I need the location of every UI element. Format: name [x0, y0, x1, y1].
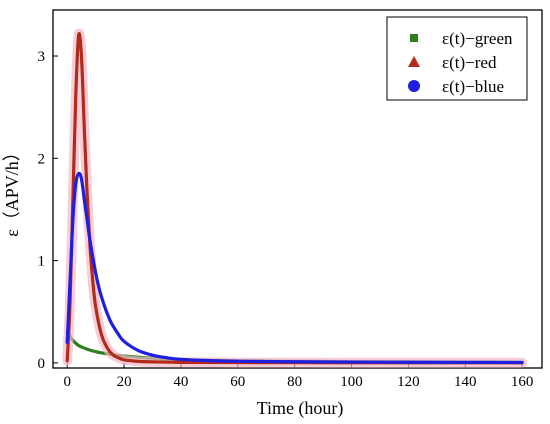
series-line-blue	[65, 171, 524, 365]
x-tick-label: 120	[397, 374, 420, 390]
y-axis-title: ε（APV/h）	[2, 143, 22, 237]
legend-marker-triangle	[408, 56, 420, 67]
y-tick-label: 2	[38, 151, 46, 167]
legend-label: ε(t)−green	[442, 29, 513, 48]
x-tick-label: 20	[117, 374, 132, 390]
legend-label: ε(t)−blue	[442, 77, 504, 96]
legend-marker-circle	[408, 80, 420, 92]
x-tick-label: 80	[287, 374, 302, 390]
y-tick-label: 1	[38, 254, 46, 270]
y-tick-label: 0	[38, 356, 46, 372]
legend-items: ε(t)−green ε(t)−red ε(t)−blue	[408, 29, 513, 96]
legend-marker-square	[410, 34, 418, 42]
x-axis-title: Time (hour)	[257, 398, 344, 419]
legend: ε(t)−green ε(t)−red ε(t)−blue	[386, 16, 528, 101]
x-tick-label: 140	[454, 374, 477, 390]
series-layer	[62, 28, 528, 368]
x-tick-label: 0	[63, 374, 71, 390]
x-tick-label: 160	[511, 374, 534, 390]
x-tick-label: 40	[173, 374, 188, 390]
x-tick-label: 100	[340, 374, 363, 390]
x-tick-label: 60	[230, 374, 245, 390]
axis-ticks: 0 20 40 60 80 100 120 140 160 0 1 2 3	[38, 49, 534, 390]
legend-label: ε(t)−red	[442, 53, 497, 72]
y-tick-label: 3	[38, 49, 46, 65]
